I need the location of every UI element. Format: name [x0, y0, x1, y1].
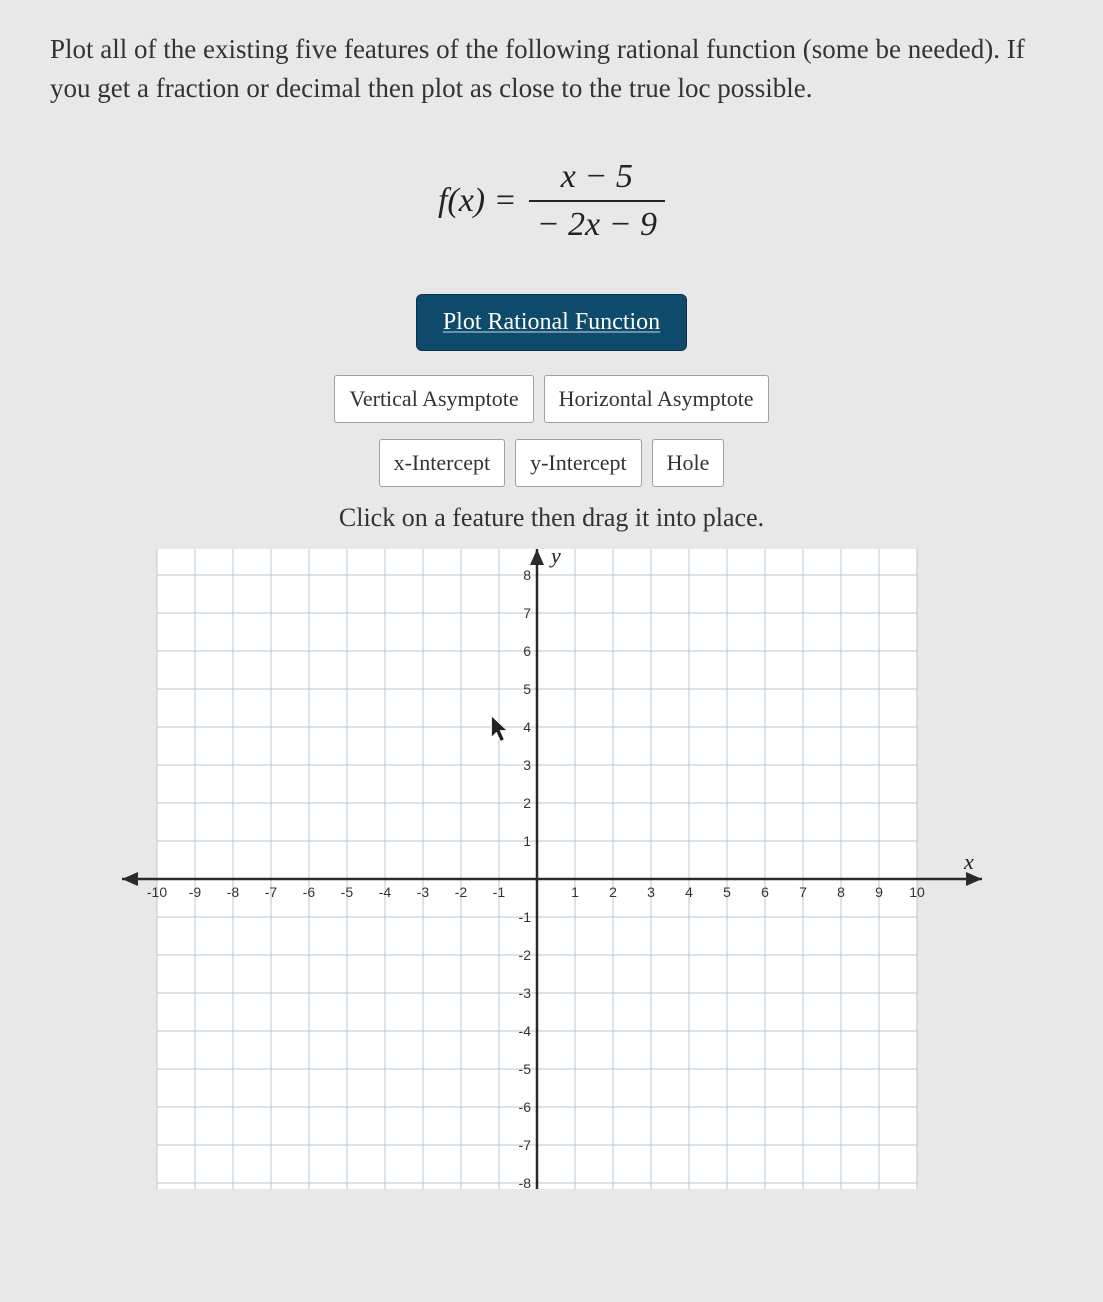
svg-text:4: 4	[523, 719, 531, 735]
svg-text:1: 1	[571, 884, 579, 900]
x-intercept-button[interactable]: x-Intercept	[379, 439, 506, 487]
equation-display: f(x) = x − 5 − 2x − 9	[50, 158, 1053, 244]
svg-text:-2: -2	[518, 947, 531, 963]
svg-text:-3: -3	[416, 884, 429, 900]
x-axis-label: x	[963, 849, 974, 874]
feature-row-1: Vertical Asymptote Horizontal Asymptote	[50, 375, 1053, 423]
svg-text:7: 7	[523, 605, 531, 621]
svg-text:2: 2	[523, 795, 531, 811]
y-axis-label: y	[549, 549, 561, 568]
drag-hint-text: Click on a feature then drag it into pla…	[50, 503, 1053, 533]
svg-text:-8: -8	[518, 1175, 531, 1189]
svg-text:7: 7	[799, 884, 807, 900]
y-intercept-button[interactable]: y-Intercept	[515, 439, 642, 487]
svg-text:-5: -5	[518, 1061, 531, 1077]
svg-text:5: 5	[723, 884, 731, 900]
svg-text:8: 8	[837, 884, 845, 900]
svg-text:3: 3	[523, 757, 531, 773]
svg-text:-7: -7	[518, 1137, 531, 1153]
svg-text:5: 5	[523, 681, 531, 697]
svg-text:-5: -5	[340, 884, 353, 900]
svg-text:-8: -8	[226, 884, 239, 900]
hole-button[interactable]: Hole	[652, 439, 725, 487]
feature-row-2: x-Intercept y-Intercept Hole	[50, 439, 1053, 487]
svg-text:-9: -9	[188, 884, 201, 900]
svg-text:-2: -2	[454, 884, 467, 900]
coordinate-plane[interactable]: yx-10-9-8-7-6-5-4-3-2-112345678910109876…	[122, 549, 982, 1189]
plot-rational-function-button[interactable]: Plot Rational Function	[416, 294, 687, 351]
vertical-asymptote-button[interactable]: Vertical Asymptote	[334, 375, 533, 423]
svg-text:-6: -6	[302, 884, 315, 900]
svg-text:-1: -1	[518, 909, 531, 925]
svg-text:1: 1	[523, 833, 531, 849]
svg-text:6: 6	[761, 884, 769, 900]
equation-denominator: − 2x − 9	[529, 200, 665, 244]
equation-lhs: f(x) =	[438, 182, 517, 220]
svg-text:4: 4	[685, 884, 693, 900]
svg-text:2: 2	[609, 884, 617, 900]
svg-text:-4: -4	[518, 1023, 531, 1039]
svg-text:-10: -10	[146, 884, 166, 900]
svg-text:-1: -1	[492, 884, 505, 900]
svg-text:3: 3	[647, 884, 655, 900]
equation-numerator: x − 5	[553, 158, 641, 200]
svg-text:-7: -7	[264, 884, 277, 900]
svg-text:6: 6	[523, 643, 531, 659]
svg-text:10: 10	[909, 884, 925, 900]
svg-text:8: 8	[523, 567, 531, 583]
svg-text:-6: -6	[518, 1099, 531, 1115]
svg-text:-3: -3	[518, 985, 531, 1001]
svg-text:-4: -4	[378, 884, 391, 900]
svg-text:9: 9	[875, 884, 883, 900]
horizontal-asymptote-button[interactable]: Horizontal Asymptote	[544, 375, 769, 423]
instructions-text: Plot all of the existing five features o…	[50, 30, 1053, 108]
